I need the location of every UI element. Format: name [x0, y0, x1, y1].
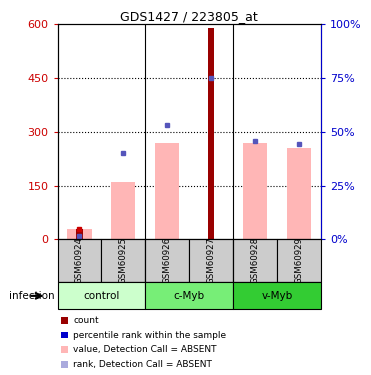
Bar — [243, 142, 267, 239]
Bar — [145, 239, 189, 282]
Text: GSM60927: GSM60927 — [207, 237, 216, 284]
Text: count: count — [73, 316, 99, 325]
Bar — [101, 239, 145, 282]
Bar — [155, 142, 179, 239]
Bar — [76, 228, 83, 239]
Text: GSM60926: GSM60926 — [163, 237, 172, 284]
Bar — [208, 28, 214, 239]
Bar — [58, 282, 145, 309]
Bar — [233, 282, 321, 309]
Text: control: control — [83, 291, 119, 301]
Bar — [189, 239, 233, 282]
Bar — [145, 282, 233, 309]
Bar — [68, 228, 92, 239]
Text: rank, Detection Call = ABSENT: rank, Detection Call = ABSENT — [73, 360, 212, 369]
Text: GSM60929: GSM60929 — [295, 237, 303, 284]
Bar — [277, 239, 321, 282]
Bar — [233, 239, 277, 282]
Bar — [111, 182, 135, 239]
Text: c-Myb: c-Myb — [174, 291, 205, 301]
Title: GDS1427 / 223805_at: GDS1427 / 223805_at — [120, 10, 258, 23]
Text: value, Detection Call = ABSENT: value, Detection Call = ABSENT — [73, 345, 217, 354]
Text: v-Myb: v-Myb — [262, 291, 293, 301]
Text: GSM60925: GSM60925 — [119, 237, 128, 284]
Text: infection: infection — [9, 291, 55, 301]
Bar — [58, 239, 101, 282]
Bar — [287, 148, 311, 239]
Text: GSM60928: GSM60928 — [250, 237, 260, 284]
Text: GSM60924: GSM60924 — [75, 237, 84, 284]
Text: percentile rank within the sample: percentile rank within the sample — [73, 330, 227, 339]
